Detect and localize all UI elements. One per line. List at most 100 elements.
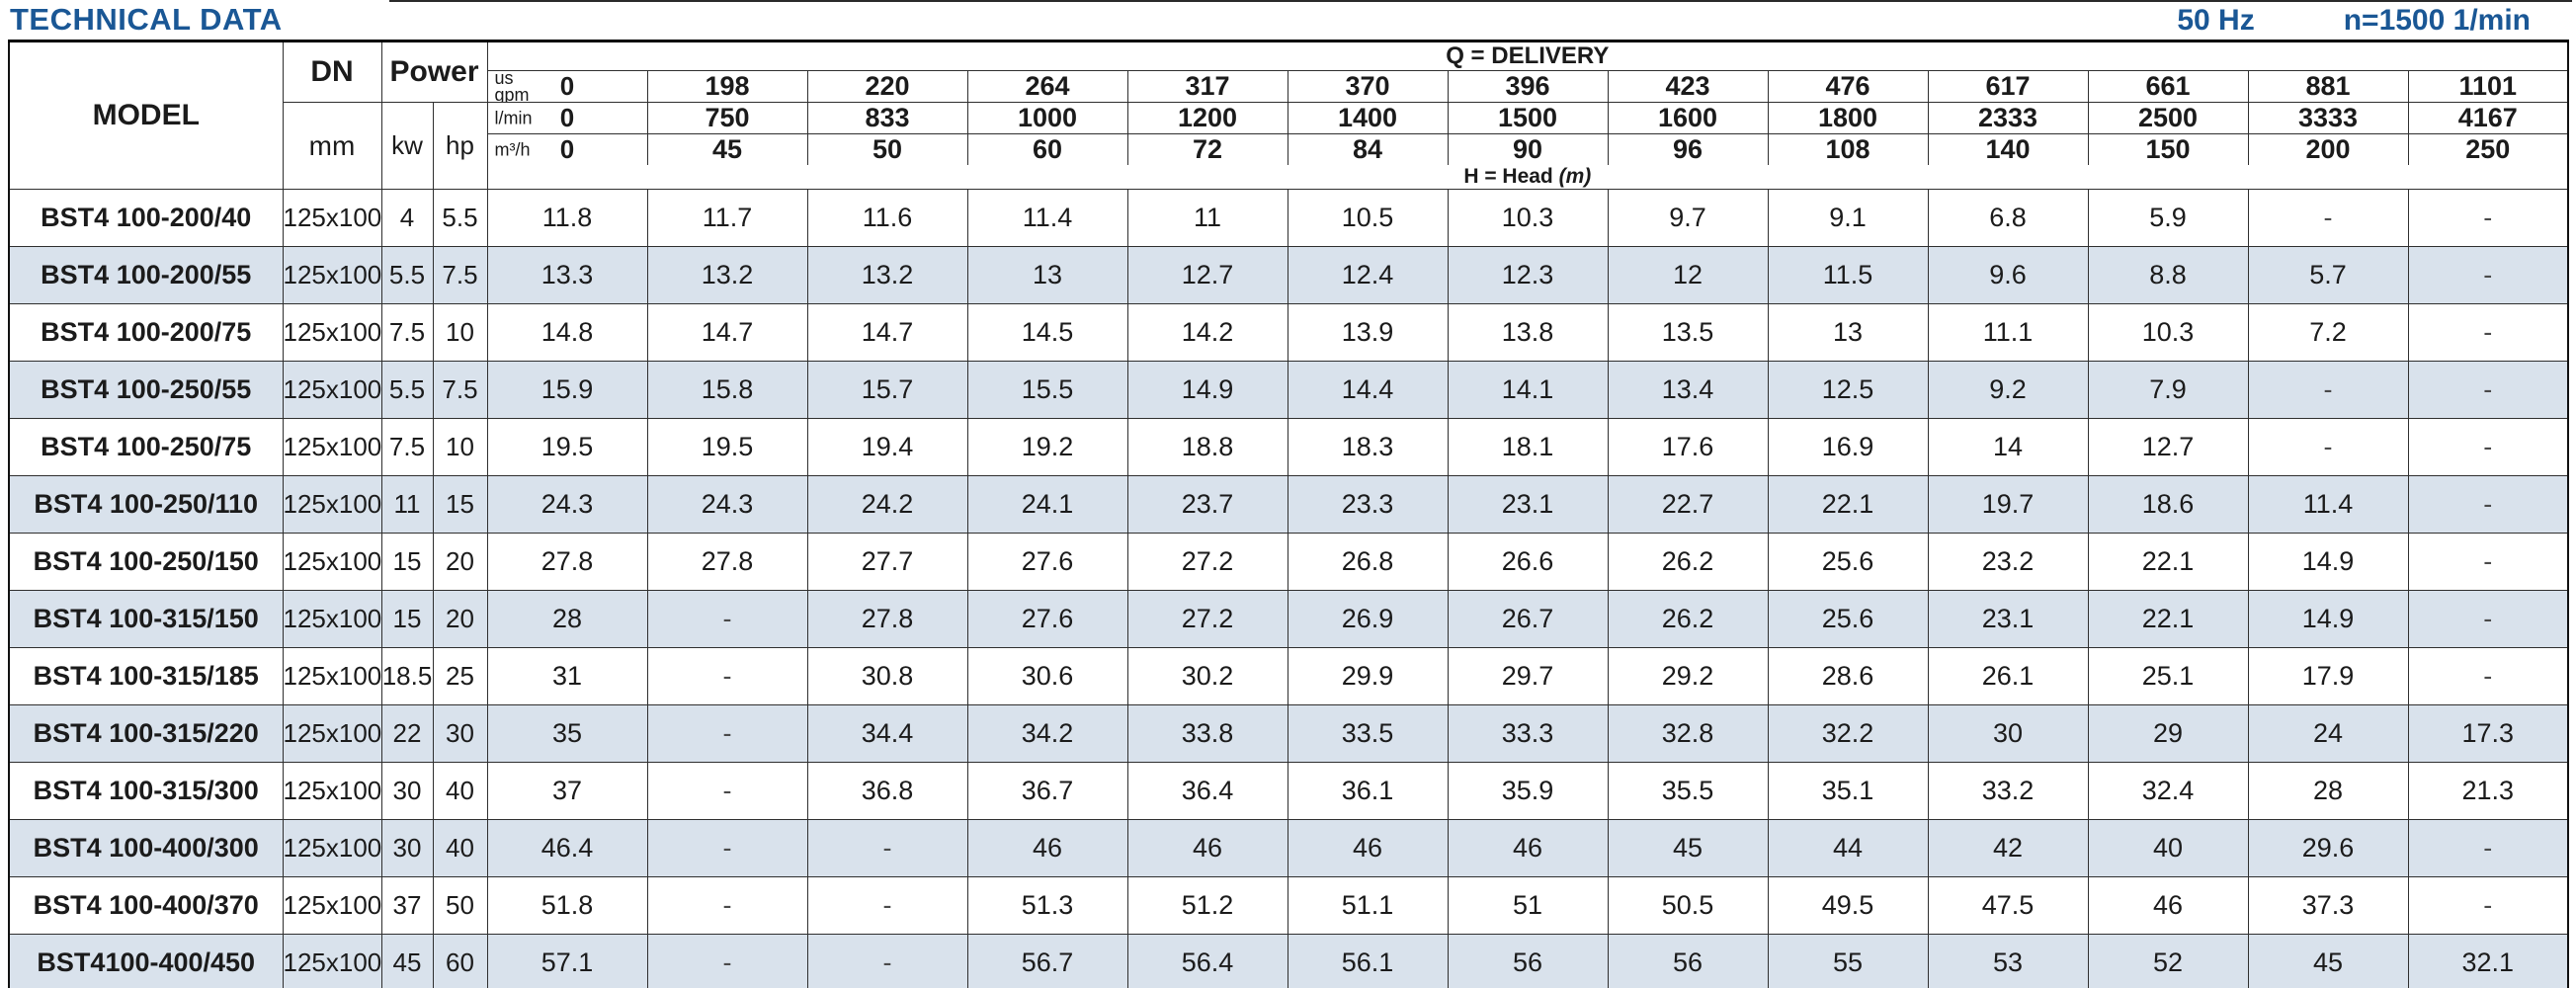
head-value: 10.3: [2087, 303, 2249, 362]
head-value: -: [806, 934, 968, 988]
head-value: 27.7: [806, 533, 968, 591]
head-value: -: [2407, 475, 2569, 534]
head-value: -: [2407, 246, 2569, 304]
pump-row: BST4 100-250/75 125x100 7.5 10 19.5 19.5 19.4 1…: [8, 418, 2569, 476]
head-value: 29.2: [1607, 647, 1769, 705]
power-kw-value: 37: [380, 876, 434, 935]
head-value: 12.5: [1767, 361, 1929, 419]
page-title: TECHNICAL DATA: [10, 2, 283, 37]
power-hp-value: 10: [432, 418, 488, 476]
head-value: 10.3: [1447, 189, 1609, 247]
head-value: 24.3: [646, 475, 808, 534]
head-value: 13.2: [806, 246, 968, 304]
head-value: -: [2407, 303, 2569, 362]
head-value: 22.7: [1607, 475, 1769, 534]
head-value: 9.1: [1767, 189, 1929, 247]
power-hp-value: 5.5: [432, 189, 488, 247]
head-value: 25.1: [2087, 647, 2249, 705]
delivery-flow-value: 1600: [1607, 102, 1769, 134]
head-value: 22.1: [2087, 590, 2249, 648]
head-value: -: [646, 590, 808, 648]
head-value: 29.6: [2247, 819, 2409, 877]
head-value: 23.1: [1447, 475, 1609, 534]
pump-row: BST4 100-315/185 125x100 18.5 25 31-30.8 30.6…: [8, 647, 2569, 705]
delivery-flow-value: 50: [806, 133, 968, 165]
head-value: -: [806, 819, 968, 877]
head-value: 29.7: [1447, 647, 1609, 705]
head-value: 56.1: [1287, 934, 1449, 988]
head-value: -: [646, 762, 808, 820]
head-value: 18.3: [1287, 418, 1449, 476]
dn-column-header: DN: [282, 40, 382, 103]
head-value: 15.7: [806, 361, 968, 419]
head-value: 12.4: [1287, 246, 1449, 304]
head-value: 14.9: [2247, 590, 2409, 648]
model-name: BST4100-400/450: [8, 934, 284, 988]
delivery-flow-value: 250: [2407, 133, 2569, 165]
head-value: 11.1: [1927, 303, 2089, 362]
head-value: 46: [1287, 819, 1449, 877]
dn-value: 125x100: [282, 590, 382, 648]
unit-row-m3h: m³/h 0 45 50 60 72 84 90 96 108 140 150 200 250: [9, 133, 2569, 165]
table-header: MODEL DN Power Q = DELIVERY us gpm 0 198…: [8, 40, 2569, 190]
delivery-flow-value: 1400: [1287, 102, 1449, 134]
head-value: 15.5: [966, 361, 1128, 419]
top-border-line: [389, 0, 2572, 2]
delivery-flow-value: 264: [966, 70, 1128, 103]
head-value: 17.6: [1607, 418, 1769, 476]
speed-label: n=1500 1/min: [2343, 4, 2531, 37]
dn-value: 125x100: [282, 303, 382, 362]
head-value: 16.9: [1767, 418, 1929, 476]
head-value: 50.5: [1607, 876, 1769, 935]
pump-row: BST4 100-315/220 125x100 22 30 35-34.4 34.2 33…: [8, 704, 2569, 763]
head-value: 36.7: [966, 762, 1128, 820]
delivery-flow-value: 4167: [2407, 102, 2569, 134]
model-column-header: MODEL: [8, 40, 284, 190]
power-kw-value: 5.5: [380, 246, 434, 304]
head-value: 28.6: [1767, 647, 1929, 705]
head-value: 18.1: [1447, 418, 1609, 476]
head-value: 12.7: [2087, 418, 2249, 476]
head-value: 23.2: [1927, 533, 2089, 591]
head-value: -: [2247, 189, 2409, 247]
head-value: 26.6: [1447, 533, 1609, 591]
dn-value: 125x100: [282, 819, 382, 877]
delivery-flow-value: 881: [2247, 70, 2409, 103]
head-value: -: [2407, 533, 2569, 591]
head-value: 15.9: [486, 361, 648, 419]
head-value: 13.4: [1607, 361, 1769, 419]
head-value: 56.4: [1126, 934, 1288, 988]
power-kw-value: 11: [380, 475, 434, 534]
head-value: 22.1: [2087, 533, 2249, 591]
head-value: 51.1: [1287, 876, 1449, 935]
power-column-header: Power: [380, 40, 488, 103]
head-value: 27.6: [966, 590, 1128, 648]
head-value: 24.1: [966, 475, 1128, 534]
dn-value: 125x100: [282, 762, 382, 820]
delivery-flow-value: 750: [646, 102, 808, 134]
delivery-flow-value: 1101: [2407, 70, 2569, 103]
head-value: 46: [1447, 819, 1609, 877]
lmin-unit-label: l/min: [494, 108, 533, 127]
head-value: -: [646, 876, 808, 935]
head-value: 34.4: [806, 704, 968, 763]
delivery-flow-value: 1800: [1767, 102, 1929, 134]
dn-value: 125x100: [282, 876, 382, 935]
delivery-flow-value: 140: [1927, 133, 2089, 165]
head-value: -: [2407, 418, 2569, 476]
head-value: 13: [966, 246, 1128, 304]
kw-column-header: kw: [380, 102, 434, 190]
head-value: -: [646, 819, 808, 877]
head-value: -: [2407, 590, 2569, 648]
model-name: BST4 100-315/150: [8, 590, 284, 648]
delivery-flow-value: 370: [1287, 70, 1449, 103]
dn-value: 125x100: [282, 418, 382, 476]
head-value: 19.4: [806, 418, 968, 476]
model-name: BST4 100-250/150: [8, 533, 284, 591]
head-value: 25.6: [1767, 533, 1929, 591]
head-value: 46: [2087, 876, 2249, 935]
pump-row: BST4 100-315/150 125x100 15 20 28-27.8 27.6 27…: [8, 590, 2569, 648]
model-name: BST4 100-250/55: [8, 361, 284, 419]
delivery-flow-value: 96: [1607, 133, 1769, 165]
